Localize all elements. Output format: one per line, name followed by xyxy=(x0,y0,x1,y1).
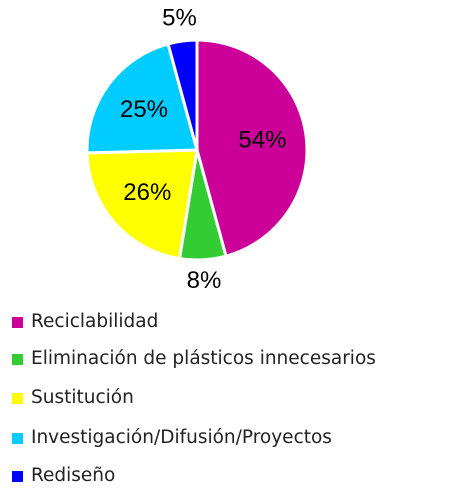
pie-slice xyxy=(85,42,199,155)
legend-swatch xyxy=(12,354,23,365)
legend-swatch xyxy=(12,317,23,328)
legend-label: Rediseño xyxy=(31,465,115,486)
legend-label: Eliminación de plásticos innecesarios xyxy=(31,348,376,369)
legend-swatch xyxy=(12,393,23,404)
pie-slice xyxy=(166,38,199,151)
legend-swatch xyxy=(12,471,23,482)
data-label: 54% xyxy=(238,127,286,154)
legend-swatch xyxy=(12,433,23,444)
pie-slice xyxy=(85,148,199,261)
legend-label: Sustitución xyxy=(31,387,134,408)
data-label: 5% xyxy=(162,5,197,32)
legend-label: Investigación/Difusión/Proyectos xyxy=(31,427,332,448)
legend-label: Reciclabilidad xyxy=(31,311,158,332)
data-label: 26% xyxy=(123,179,171,206)
data-label: 8% xyxy=(187,267,222,294)
pie-slice xyxy=(195,38,309,258)
data-label: 25% xyxy=(120,96,168,123)
